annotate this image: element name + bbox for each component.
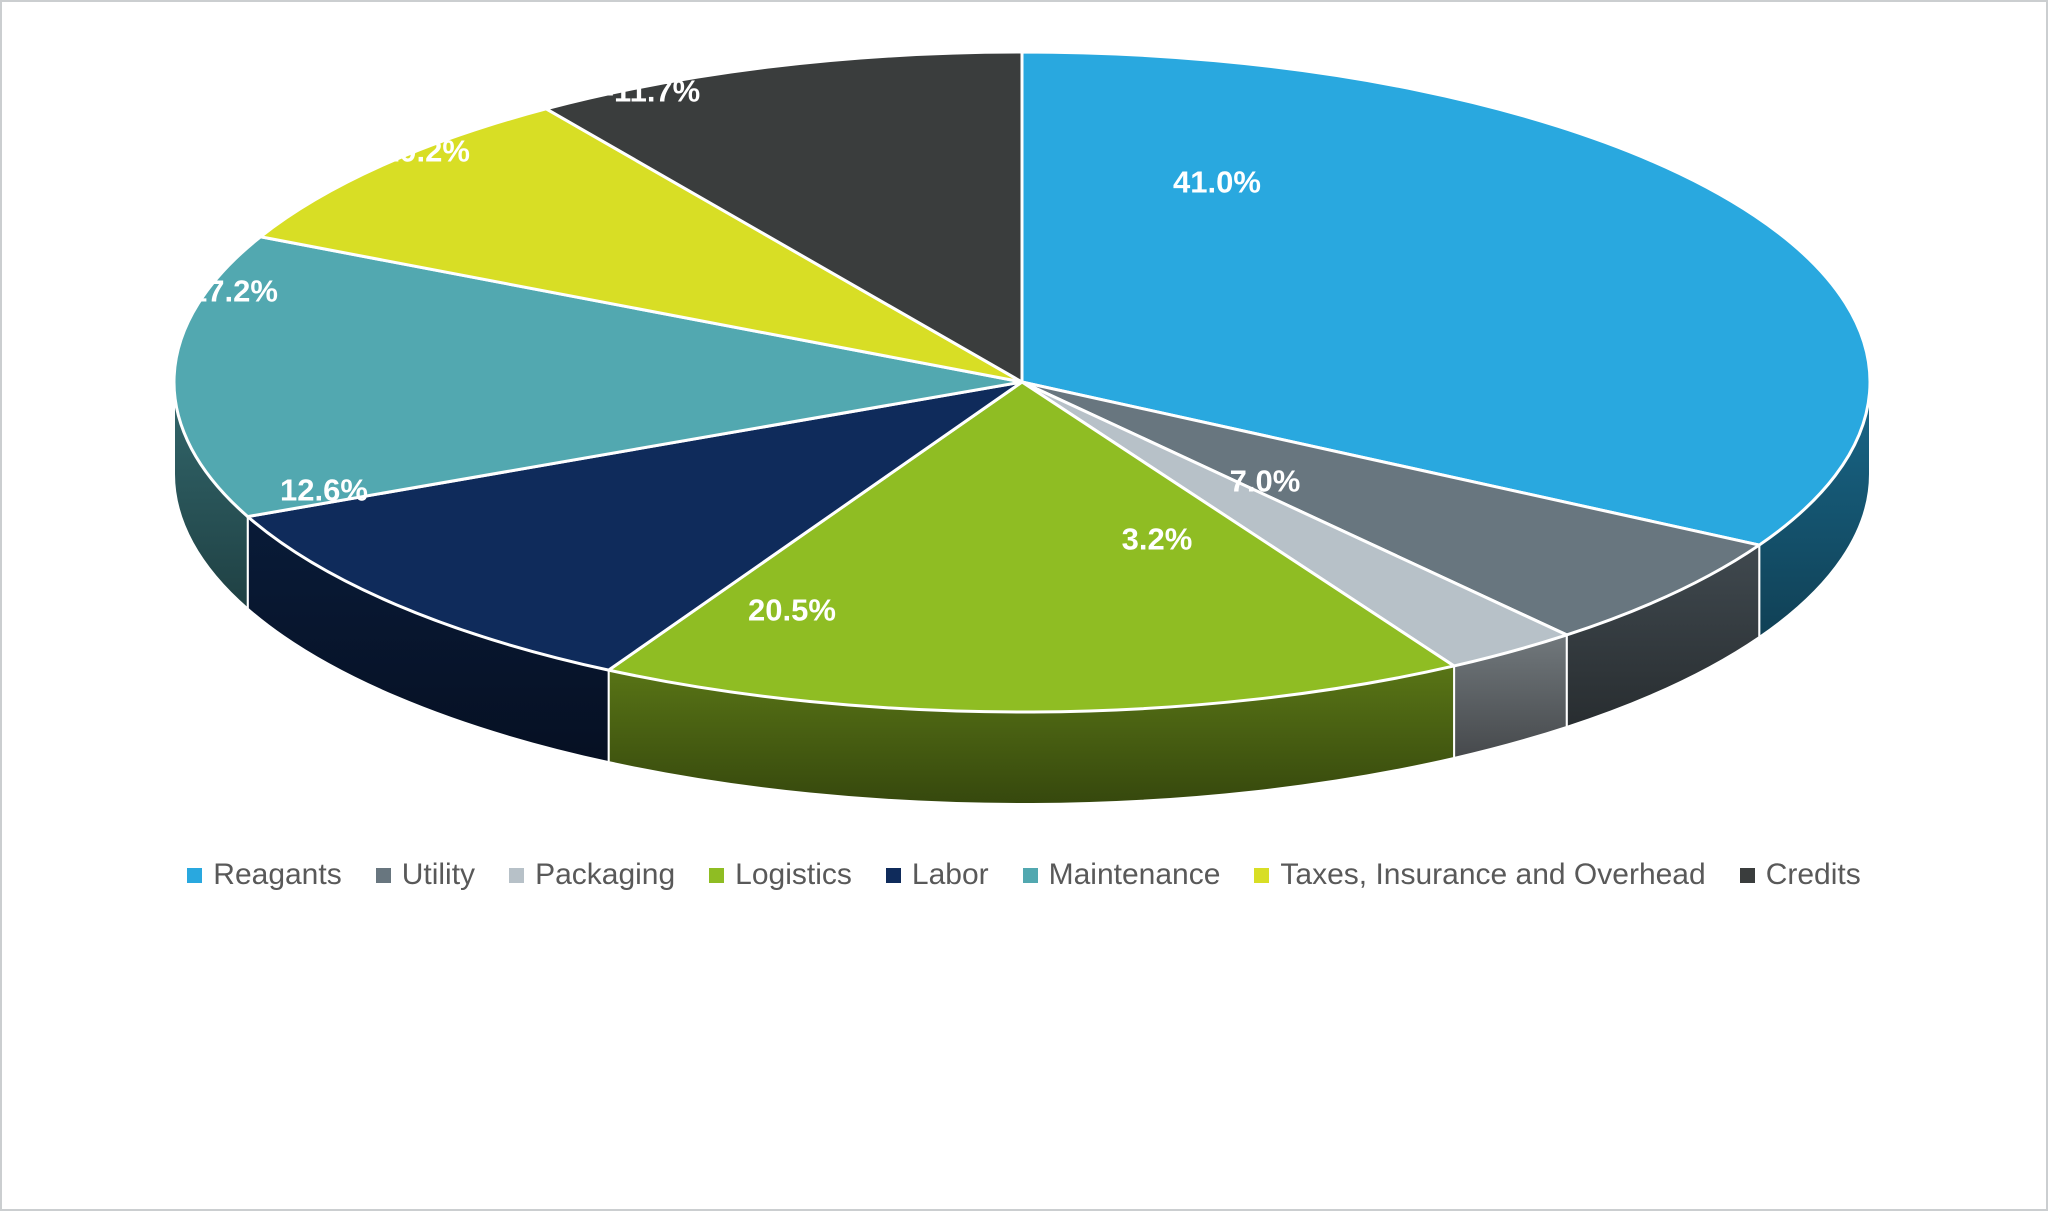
pie-chart: 41.0% 7.0% 3.2% 20.5% 12.6% 17.2% 10.2% -11.7% — [172, 50, 1872, 806]
legend: Reagants Utility Packaging Logistics Labor Ma… — [2, 858, 2046, 892]
legend-label-reagants: Reagants — [213, 858, 342, 891]
legend-label-logistics: Logistics — [735, 858, 852, 891]
pie-slice-credits — [544, 50, 1024, 384]
legend-item-logistics: Logistics — [709, 858, 852, 892]
value-label-labor: 12.6% — [280, 473, 368, 508]
value-label-logistics: 20.5% — [748, 593, 836, 628]
legend-label-packaging: Packaging — [535, 858, 676, 891]
pie-slice-logistics — [607, 380, 1456, 714]
pie-slice-utility — [1020, 380, 1761, 637]
value-label-utility: 7.0% — [1230, 464, 1301, 499]
legend-swatch-reagants — [187, 867, 203, 883]
pie-slice-labor — [246, 380, 1024, 672]
legend-item-taxes-insurance-and-overhead: Taxes, Insurance and Overhead — [1254, 858, 1706, 892]
legend-swatch-maintenance — [1022, 867, 1038, 883]
legend-swatch-credits — [1739, 867, 1755, 883]
value-label-credits: -11.7% — [604, 74, 701, 109]
legend-label-maintenance: Maintenance — [1048, 858, 1221, 891]
pie-slice-taxes-insurance-and-overhead — [259, 107, 1024, 384]
legend-item-labor: Labor — [885, 858, 989, 892]
legend-label-labor: Labor — [911, 858, 989, 891]
pie-slice-reagants — [1020, 50, 1872, 547]
value-label-taxes-insurance-and-overhead: 10.2% — [382, 134, 470, 169]
legend-swatch-logistics — [709, 867, 725, 883]
legend-swatch-taxes-insurance-and-overhead — [1254, 867, 1270, 883]
legend-item-utility: Utility — [375, 858, 476, 892]
legend-item-credits: Credits — [1739, 858, 1861, 892]
legend-swatch-packaging — [509, 867, 525, 883]
value-label-reagants: 41.0% — [1173, 165, 1261, 200]
value-label-maintenance: 17.2% — [190, 274, 278, 309]
value-label-packaging: 3.2% — [1122, 522, 1193, 557]
legend-swatch-labor — [885, 867, 901, 883]
legend-label-credits: Credits — [1765, 858, 1861, 891]
pie-slice-maintenance — [172, 235, 1024, 519]
legend-swatch-utility — [375, 867, 391, 883]
legend-label-taxes-insurance-and-overhead: Taxes, Insurance and Overhead — [1280, 858, 1706, 891]
legend-item-packaging: Packaging — [509, 858, 675, 892]
legend-item-reagants: Reagants — [187, 858, 342, 892]
legend-item-maintenance: Maintenance — [1022, 858, 1221, 892]
legend-label-utility: Utility — [401, 858, 476, 891]
